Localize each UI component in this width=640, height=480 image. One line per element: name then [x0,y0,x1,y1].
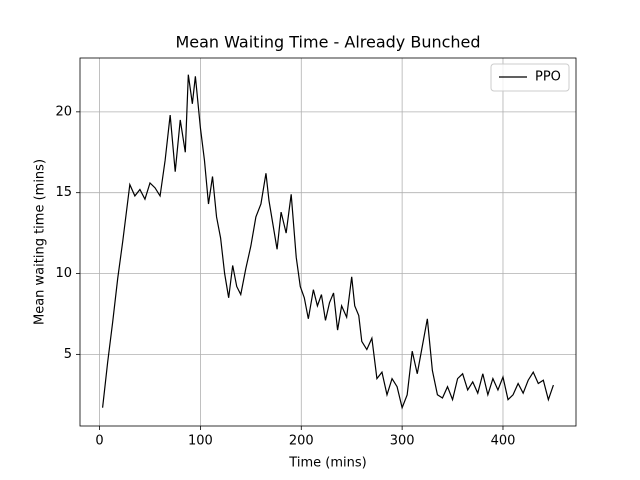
data-line [101,74,554,410]
y-tick-label: 20 [55,104,72,119]
y-axis-label: Mean waiting time (mins) [33,159,48,325]
x-tick-label: 0 [95,434,103,449]
y-tick-label: 5 [64,347,72,362]
y-tick-label: 15 [55,185,72,200]
x-tick-label: 400 [491,434,516,449]
x-axis-label: Time (mins) [288,456,366,471]
plot-frame [79,57,577,427]
x-tick-label: 200 [289,434,314,449]
legend-box [490,63,570,92]
chart-title: Mean Waiting Time - Already Bunched [175,33,480,52]
y-tick-label: 10 [55,266,72,281]
x-tick-label: 300 [390,434,415,449]
legend-label: PPO [535,70,561,85]
x-tick-label: 100 [188,434,213,449]
